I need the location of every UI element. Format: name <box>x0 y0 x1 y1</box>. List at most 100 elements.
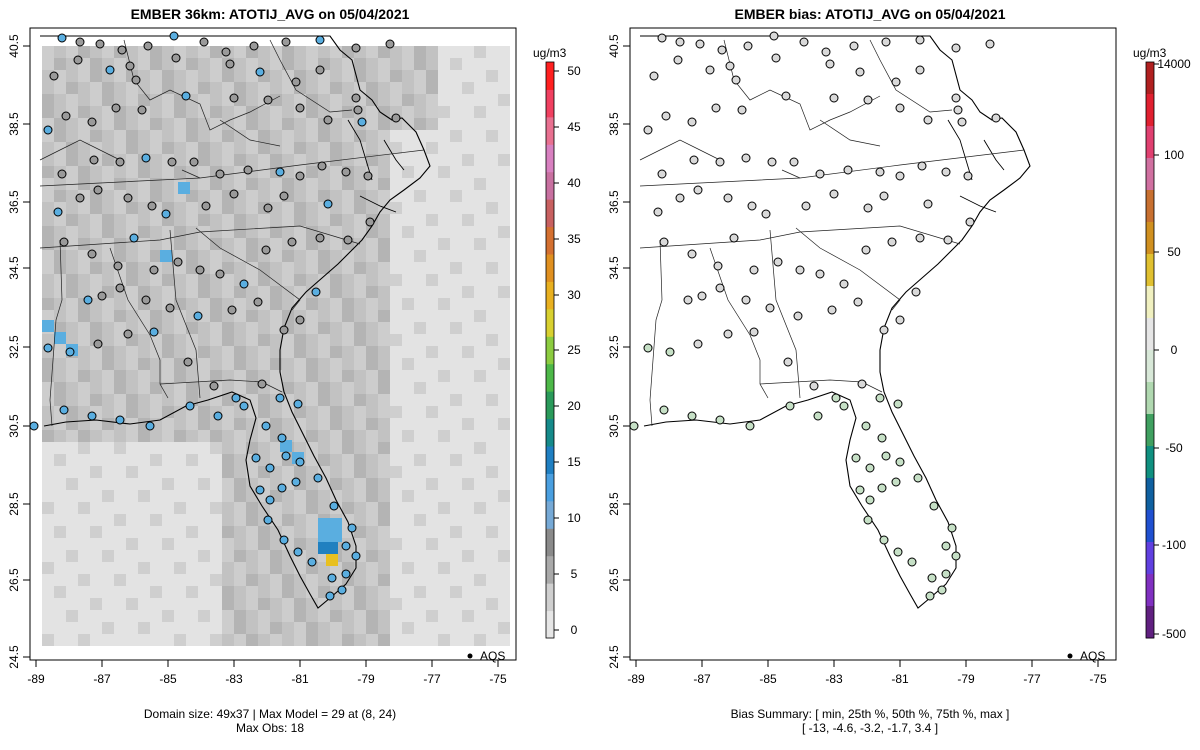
model-cell <box>342 190 354 202</box>
obs-site-marker <box>265 463 275 473</box>
x-tick-label: -89 <box>27 672 45 686</box>
model-cell <box>426 46 438 58</box>
model-cell <box>390 586 402 598</box>
model-cell <box>186 562 198 574</box>
model-cell <box>342 226 354 238</box>
bias-site-marker <box>829 93 839 103</box>
model-cell <box>402 574 414 586</box>
model-cell <box>198 622 210 634</box>
model-cell <box>270 382 282 394</box>
bias-site-marker <box>743 41 753 51</box>
model-cell <box>174 562 186 574</box>
model-cell <box>198 574 210 586</box>
y-tick-label: 40.5 <box>607 34 621 58</box>
model-cell <box>426 322 438 334</box>
model-cell <box>330 166 342 178</box>
model-cell <box>42 610 54 622</box>
model-cell <box>138 562 150 574</box>
model-cell <box>138 58 150 70</box>
colorbar-swatch <box>546 418 554 447</box>
model-cell <box>294 238 306 250</box>
model-cell <box>234 286 246 298</box>
model-cell <box>270 298 282 310</box>
model-cell <box>342 610 354 622</box>
bias-site-marker <box>813 411 823 421</box>
model-cell <box>114 610 126 622</box>
model-cell <box>402 550 414 562</box>
model-cell <box>162 262 174 274</box>
bias-site-marker <box>875 167 885 177</box>
model-cell <box>270 106 282 118</box>
model-cell <box>402 610 414 622</box>
model-cell <box>414 70 426 82</box>
model-cell <box>414 274 426 286</box>
model-cell <box>390 442 402 454</box>
model-cell <box>78 262 90 274</box>
model-cell <box>126 634 138 646</box>
model-cell <box>306 346 318 358</box>
model-cell <box>78 454 90 466</box>
model-cell <box>474 478 486 490</box>
model-cell <box>330 298 342 310</box>
model-cell <box>246 418 258 430</box>
model-cell <box>486 394 498 406</box>
model-cell <box>174 298 186 310</box>
model-cell <box>450 58 462 70</box>
model-cell <box>414 238 426 250</box>
model-cell <box>270 550 282 562</box>
model-cell <box>114 622 126 634</box>
model-cell <box>198 298 210 310</box>
model-cell <box>90 526 102 538</box>
bias-site-marker <box>877 483 887 493</box>
model-cell <box>438 418 450 430</box>
model-cell <box>90 370 102 382</box>
model-cell <box>438 166 450 178</box>
bias-site-marker <box>947 523 957 533</box>
model-cell <box>402 58 414 70</box>
model-cell <box>66 430 78 442</box>
model-cell <box>186 82 198 94</box>
colorbar-swatch <box>1146 574 1154 607</box>
obs-site-marker <box>293 399 303 409</box>
model-cell <box>246 286 258 298</box>
model-cell <box>450 226 462 238</box>
model-cell <box>54 142 66 154</box>
model-cell <box>306 514 318 526</box>
model-cell <box>222 406 234 418</box>
model-cell-hot <box>280 440 292 452</box>
model-cell <box>114 334 126 346</box>
model-cell <box>390 610 402 622</box>
bias-site-marker <box>915 233 925 243</box>
model-cell <box>378 274 390 286</box>
model-cell <box>342 154 354 166</box>
model-cell <box>474 574 486 586</box>
model-cell <box>318 370 330 382</box>
model-cell <box>246 58 258 70</box>
bias-site-marker <box>773 257 783 267</box>
model-cell <box>330 406 342 418</box>
model-cell <box>450 166 462 178</box>
model-cell <box>186 586 198 598</box>
model-cell <box>414 58 426 70</box>
model-cell <box>54 370 66 382</box>
model-cell <box>102 214 114 226</box>
model-cell <box>270 622 282 634</box>
model-cell <box>210 622 222 634</box>
model-cell <box>438 454 450 466</box>
model-cell <box>294 622 306 634</box>
model-cell <box>150 466 162 478</box>
model-cell <box>306 622 318 634</box>
obs-site-marker <box>189 157 199 167</box>
model-cell <box>234 46 246 58</box>
model-cell <box>438 430 450 442</box>
model-cell <box>66 634 78 646</box>
model-cell <box>390 562 402 574</box>
colorbar-swatch <box>1146 510 1154 543</box>
model-cell <box>54 478 66 490</box>
model-cell <box>342 358 354 370</box>
model-cell <box>138 310 150 322</box>
obs-site-marker <box>59 405 69 415</box>
model-cell <box>162 106 174 118</box>
model-cell <box>222 562 234 574</box>
model-cell <box>114 178 126 190</box>
